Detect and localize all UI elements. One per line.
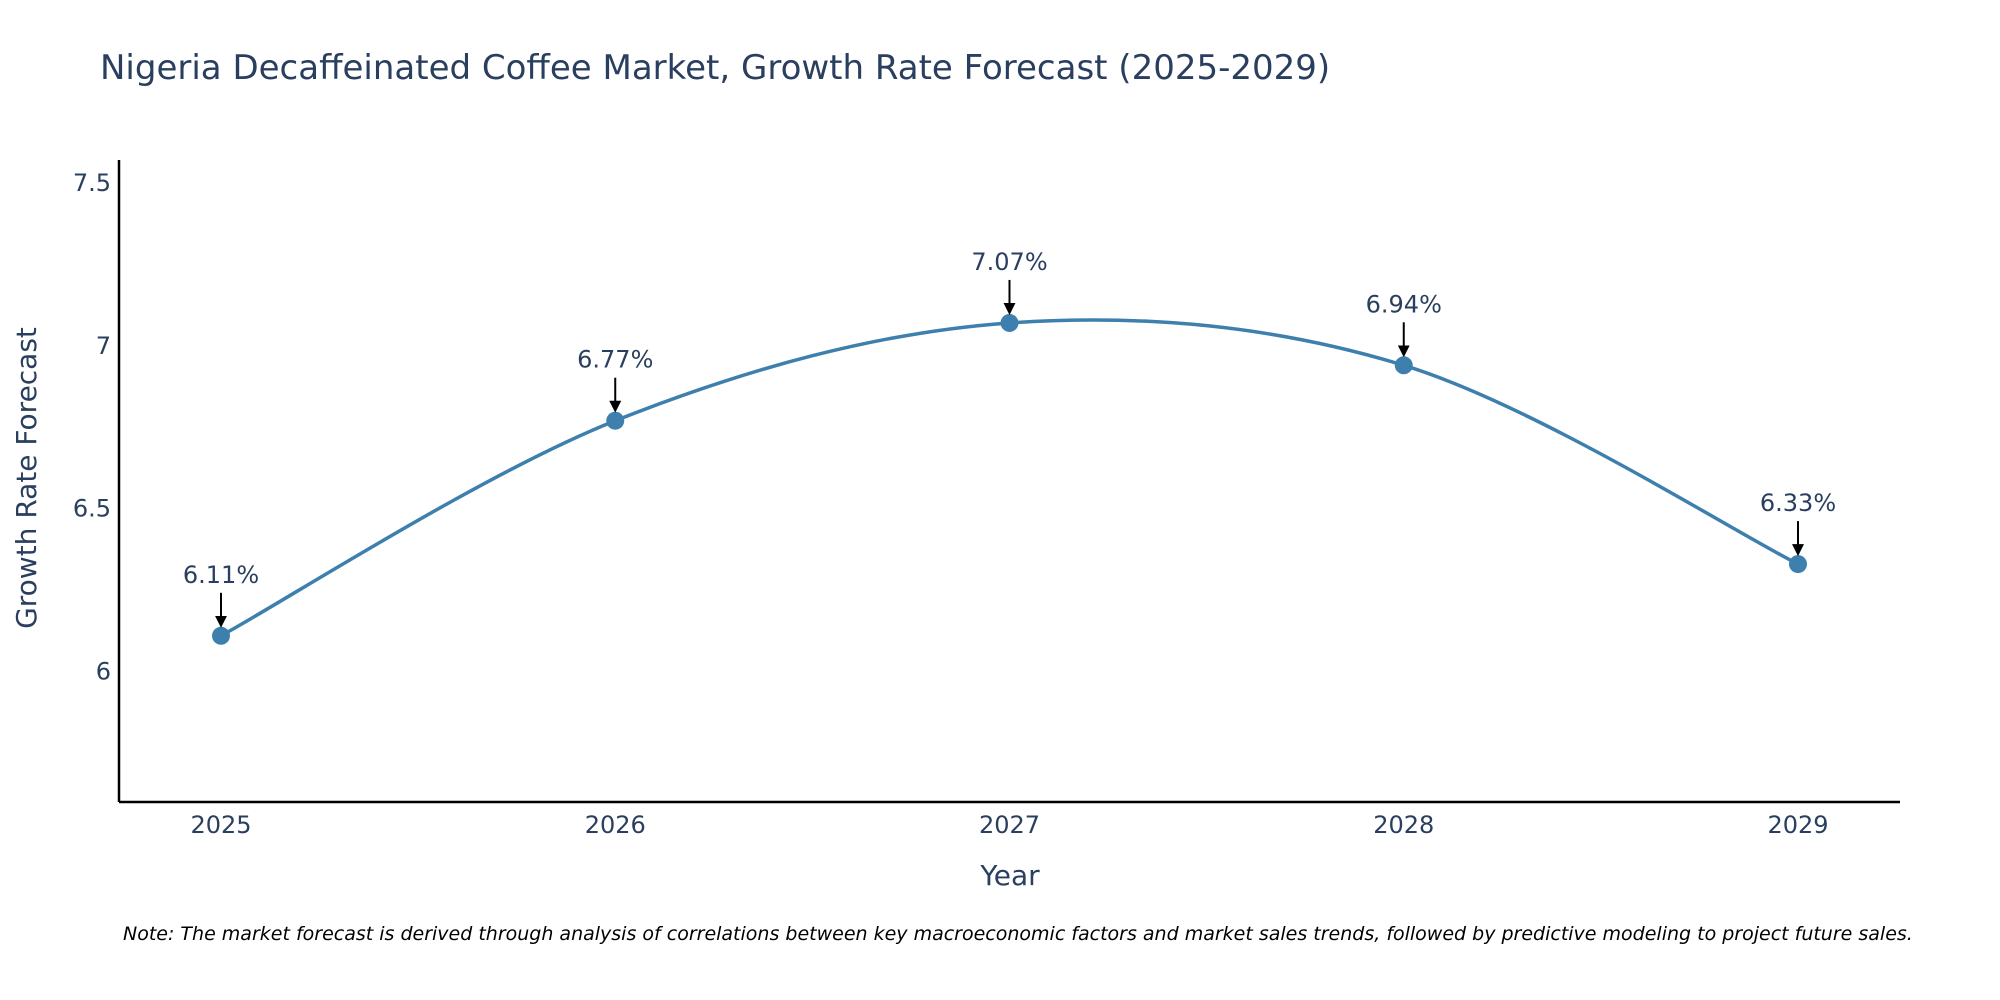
- x-tick-label: 2026: [585, 811, 646, 839]
- x-tick-label: 2029: [1767, 811, 1828, 839]
- data-point-marker: [1000, 313, 1019, 332]
- series-line: [220, 318, 1799, 638]
- chart-title: Nigeria Decaffeinated Coffee Market, Gro…: [100, 48, 1330, 88]
- y-tick-label: 6: [96, 658, 111, 686]
- data-point-marker: [1789, 555, 1807, 574]
- data-label: 6.33%: [1760, 489, 1836, 517]
- y-tick-label: 7.5: [73, 169, 111, 197]
- y-tick-label: 6.5: [73, 495, 111, 523]
- data-point-marker: [1394, 356, 1413, 375]
- data-label: 6.11%: [183, 561, 259, 589]
- data-point-marker: [212, 626, 230, 645]
- y-tick-label: 7: [96, 332, 111, 360]
- data-label: 6.77%: [577, 346, 653, 374]
- x-tick-label: 2028: [1373, 811, 1434, 839]
- footnote: Note: The market forecast is derived thr…: [123, 923, 1913, 945]
- x-axis-title: Year: [979, 859, 1040, 892]
- data-label: 6.94%: [1366, 290, 1442, 318]
- x-tick-label: 2025: [190, 811, 251, 839]
- x-tick-label: 2027: [979, 811, 1040, 839]
- y-axis-title: Growth Rate Forecast: [10, 327, 43, 629]
- plot-area: 6 6.5 7 7.5 2025 2026 2027 2028 2029 6.11% 6.77% 7.…: [73, 160, 1900, 839]
- data-label: 7.07%: [971, 248, 1047, 276]
- data-point-marker: [606, 411, 625, 430]
